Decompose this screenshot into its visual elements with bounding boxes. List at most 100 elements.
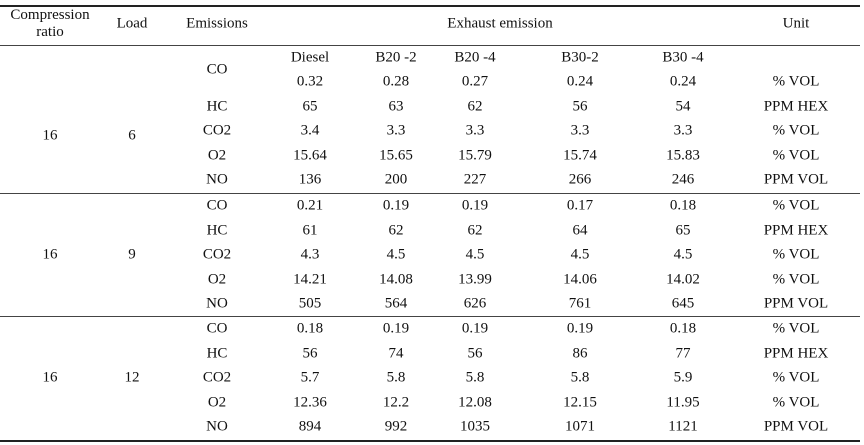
emission-value: 56	[467, 345, 483, 362]
emission-value: 56	[572, 98, 588, 115]
emission-label: HC	[206, 98, 228, 115]
emission-value: 12.08	[458, 394, 492, 411]
emission-label: O2	[207, 271, 227, 288]
emission-label: CO	[206, 320, 228, 337]
emission-value: 14.06	[563, 271, 597, 288]
emission-value: 12.2	[382, 394, 410, 411]
emission-value: 77	[675, 345, 691, 362]
compression-ratio-cell: 16	[42, 369, 58, 386]
emission-value: 11.95	[666, 394, 700, 411]
fuel-header-2: B20 -4	[454, 49, 496, 66]
emission-label: CO	[206, 197, 228, 214]
emission-value: 246	[671, 171, 695, 188]
compression-ratio-cell: 16	[42, 127, 58, 144]
emission-value: 3.3	[465, 122, 485, 139]
emission-label: HC	[206, 345, 228, 362]
header-exhaust-emission: Exhaust emission	[447, 15, 553, 32]
emission-value: 0.18	[669, 320, 697, 337]
emission-value: 15.74	[563, 147, 597, 164]
emission-value: 992	[384, 418, 408, 435]
emission-label: CO2	[202, 246, 232, 263]
group-divider	[0, 193, 860, 194]
emission-value: 3.4	[300, 122, 320, 139]
emission-value: 5.8	[570, 369, 590, 386]
emission-value: 12.15	[563, 394, 597, 411]
unit-cell: % VOL	[772, 122, 820, 139]
emission-value: 5.8	[465, 369, 485, 386]
emission-value: 56	[302, 345, 318, 362]
emission-value: 15.65	[379, 147, 413, 164]
unit-cell: PPM HEX	[763, 222, 829, 239]
emission-value: 227	[463, 171, 487, 188]
emission-value: 12.36	[293, 394, 327, 411]
emission-value: 0.19	[461, 197, 489, 214]
fuel-header-3: B30-2	[561, 49, 599, 66]
emission-value: 0.19	[382, 320, 410, 337]
emission-label: CO	[206, 61, 228, 78]
emission-value: 4.3	[300, 246, 320, 263]
unit-cell: % VOL	[772, 246, 820, 263]
header-unit: Unit	[782, 15, 810, 32]
emission-label: O2	[207, 147, 227, 164]
unit-cell: PPM VOL	[763, 295, 829, 312]
unit-cell: % VOL	[772, 271, 820, 288]
load-cell: 12	[124, 369, 140, 386]
emission-label: NO	[206, 171, 228, 188]
emission-value: 5.8	[386, 369, 406, 386]
bottom-rule	[0, 440, 860, 442]
emission-value: 13.99	[458, 271, 492, 288]
emission-value: 65	[675, 222, 691, 239]
unit-cell: % VOL	[772, 147, 820, 164]
emission-label: HC	[206, 222, 228, 239]
fuel-header-0: Diesel	[290, 49, 330, 66]
emission-value: 63	[388, 98, 404, 115]
emission-label: CO2	[202, 122, 232, 139]
emission-value: 14.08	[379, 271, 413, 288]
unit-cell: % VOL	[772, 73, 820, 90]
group-divider	[0, 316, 860, 317]
emission-value: 200	[384, 171, 408, 188]
emission-value: 65	[302, 98, 318, 115]
unit-cell: % VOL	[772, 197, 820, 214]
emission-value: 505	[298, 295, 322, 312]
emission-value: 54	[675, 98, 691, 115]
emission-value: 0.18	[669, 197, 697, 214]
header-emissions: Emissions	[186, 15, 248, 32]
emission-value: 64	[572, 222, 588, 239]
emission-value: 3.3	[673, 122, 693, 139]
unit-cell: PPM VOL	[763, 171, 829, 188]
emission-value: 86	[572, 345, 588, 362]
emission-value: 61	[302, 222, 318, 239]
emission-value: 0.27	[461, 73, 489, 90]
emission-value: 894	[298, 418, 322, 435]
header-compression-ratio: Compression ratio	[10, 7, 90, 40]
load-cell: 6	[128, 127, 136, 144]
emission-value: 0.21	[296, 197, 324, 214]
emission-value: 0.19	[461, 320, 489, 337]
top-rule	[0, 5, 860, 7]
emission-value: 266	[568, 171, 592, 188]
emission-label: NO	[206, 418, 228, 435]
emission-label: CO2	[202, 369, 232, 386]
emission-value: 3.3	[570, 122, 590, 139]
emission-value: 0.19	[566, 320, 594, 337]
unit-cell: PPM VOL	[763, 418, 829, 435]
emission-value: 14.21	[293, 271, 327, 288]
emission-value: 761	[568, 295, 592, 312]
emission-value: 0.19	[382, 197, 410, 214]
emission-value: 645	[671, 295, 695, 312]
emission-value: 0.17	[566, 197, 594, 214]
emission-value: 3.3	[386, 122, 406, 139]
emission-value: 626	[463, 295, 487, 312]
unit-cell: PPM HEX	[763, 98, 829, 115]
emission-value: 4.5	[673, 246, 693, 263]
emission-value: 0.32	[296, 73, 324, 90]
emission-value: 5.9	[673, 369, 693, 386]
load-cell: 9	[128, 246, 136, 263]
emission-value: 74	[388, 345, 404, 362]
unit-cell: PPM HEX	[763, 345, 829, 362]
emission-value: 564	[384, 295, 408, 312]
unit-cell: % VOL	[772, 369, 820, 386]
emission-value: 15.64	[293, 147, 327, 164]
